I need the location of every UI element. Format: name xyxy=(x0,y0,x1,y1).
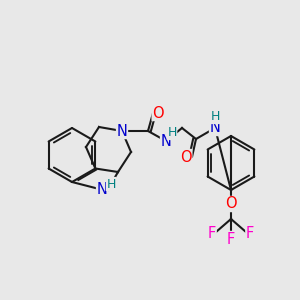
Text: O: O xyxy=(180,149,192,164)
Text: N: N xyxy=(160,134,171,148)
Text: N: N xyxy=(117,124,128,139)
Text: O: O xyxy=(152,106,164,121)
Text: O: O xyxy=(225,196,237,211)
Text: F: F xyxy=(208,226,216,242)
Text: H: H xyxy=(106,178,116,190)
Text: H: H xyxy=(167,127,177,140)
Text: F: F xyxy=(227,232,235,247)
Text: N: N xyxy=(210,121,220,136)
Text: F: F xyxy=(246,226,254,242)
Text: N: N xyxy=(97,182,107,197)
Text: H: H xyxy=(210,110,220,124)
